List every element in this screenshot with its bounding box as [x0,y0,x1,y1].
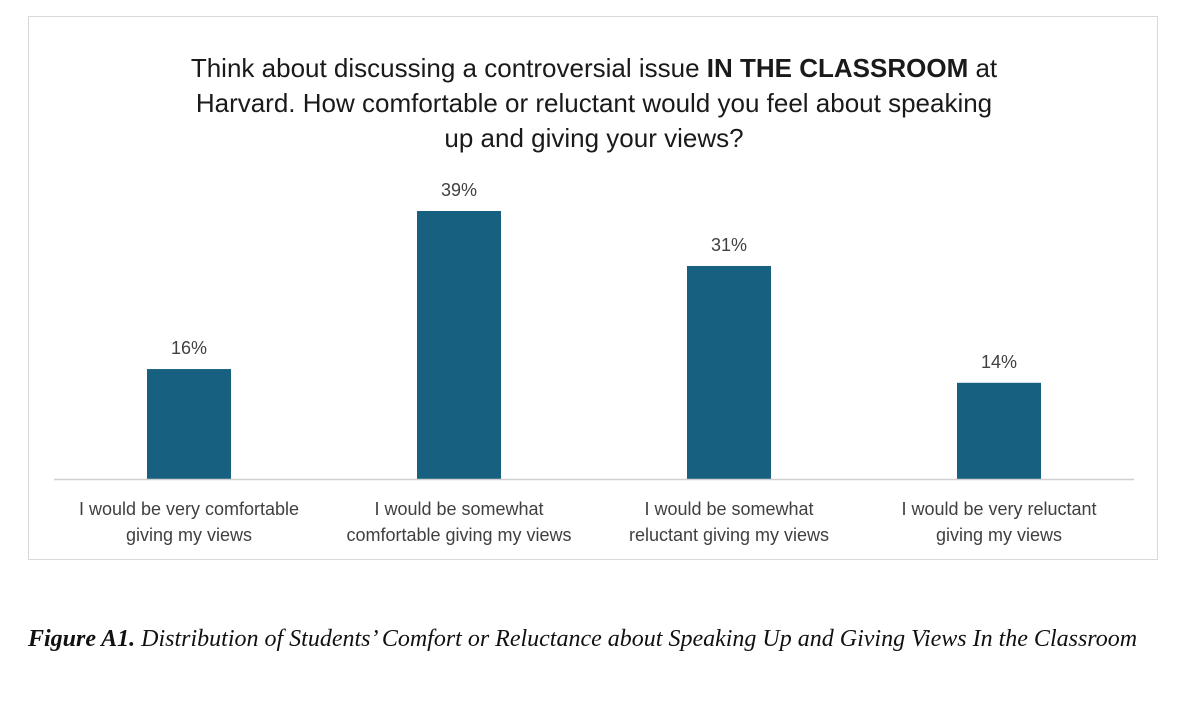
category-label: I would be very comfortable [79,499,299,519]
category-label: I would be somewhat [644,499,813,519]
category-label: reluctant giving my views [629,525,829,545]
chart-title-line-1: Think about discussing a controversial i… [29,51,1159,86]
chart-title-text: at [968,53,998,83]
bar [687,265,771,479]
category-label: giving my views [126,525,252,545]
chart-title-emphasis: IN THE CLASSROOM [706,53,969,83]
data-label: 14% [981,352,1017,372]
figure-caption-text: Distribution of Students’ Comfort or Rel… [135,626,1138,652]
bar [417,211,501,479]
chart-title-text: Think about discussing a controversial i… [190,53,707,83]
data-label: 31% [711,235,747,255]
bar [957,382,1041,479]
category-label: comfortable giving my views [346,525,571,545]
figure-caption-label: Figure A1. [28,626,136,652]
data-label: 16% [171,338,207,358]
chart-title-line-2: Harvard. How comfortable or reluctant wo… [195,88,993,118]
bar [147,369,231,479]
chart-title-line-3: up and giving your views? [444,123,744,153]
chart-title: Think about discussing a controversial i… [29,51,1159,156]
category-label: I would be very reluctant [901,499,1096,519]
category-label: giving my views [936,525,1062,545]
chart-frame: Think about discussing a controversial i… [28,16,1158,560]
data-label: 39% [441,180,477,200]
figure-caption: Figure A1. Distribution of Students’ Com… [28,622,1148,656]
bar-chart-plot: 16% I would be very comfortable giving my … [54,180,1134,545]
category-label: I would be somewhat [374,499,543,519]
